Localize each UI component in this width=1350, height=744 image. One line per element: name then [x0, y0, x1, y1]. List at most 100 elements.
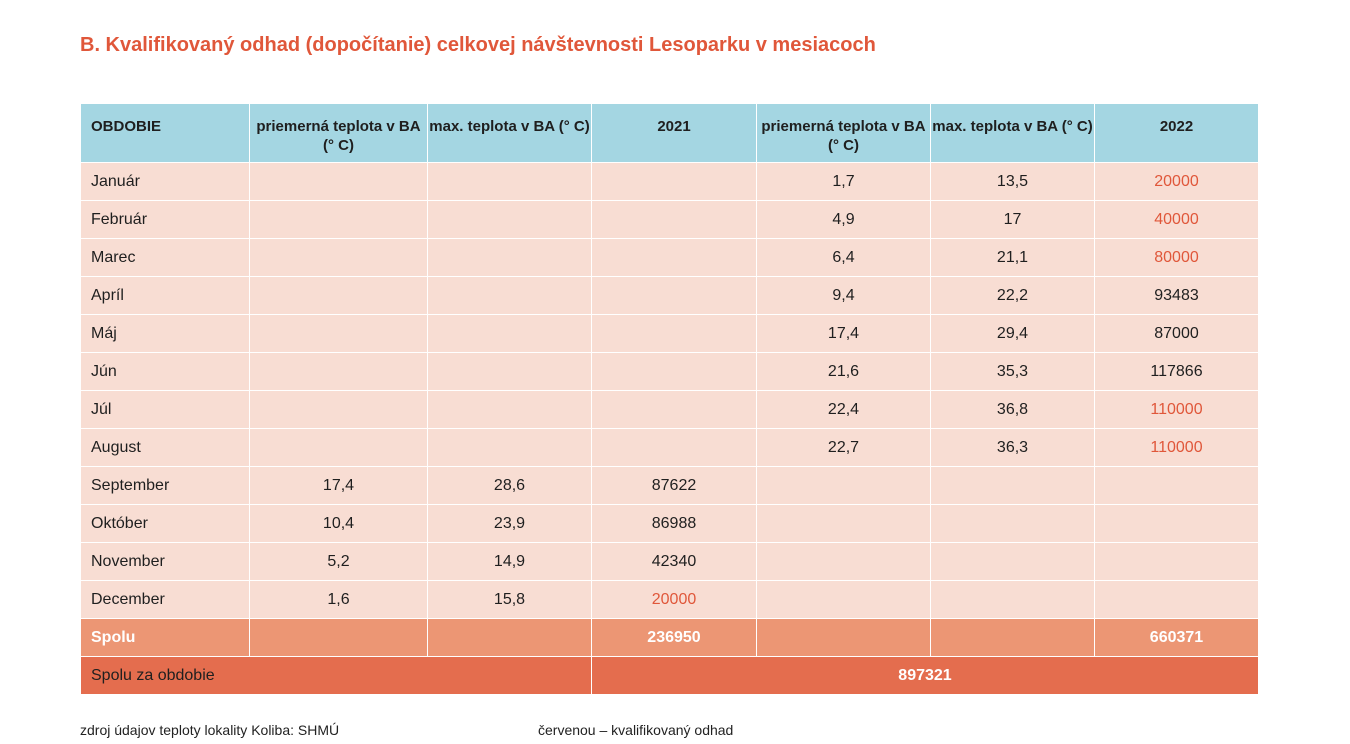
month-cell: September [80, 466, 250, 505]
month-cell: August [80, 428, 250, 467]
visitors-2022-cell: 87000 [1094, 314, 1259, 353]
month-cell: November [80, 542, 250, 581]
avg-temp-2022-cell: 9,4 [756, 276, 931, 315]
table-row: Október 10,4 23,9 86988 [80, 504, 1259, 543]
header-max-temp-2022: max. teplota v BA (° C) [930, 103, 1095, 163]
max-temp-2022-cell: 21,1 [930, 238, 1095, 277]
max-temp-2022-cell: 17 [930, 200, 1095, 239]
period-total-label: Spolu za obdobie [80, 656, 592, 695]
total-2021-value: 236950 [591, 618, 757, 657]
max-temp-2022-cell [930, 466, 1095, 505]
avg-temp-2021-cell [249, 352, 428, 391]
total-label: Spolu [80, 618, 250, 657]
visitors-2021-cell [591, 428, 757, 467]
visitors-2022-cell [1094, 542, 1259, 581]
max-temp-2022-cell: 36,3 [930, 428, 1095, 467]
max-temp-2021-cell [427, 200, 592, 239]
avg-temp-2022-cell [756, 542, 931, 581]
total-empty-cell [427, 618, 592, 657]
avg-temp-2021-cell: 10,4 [249, 504, 428, 543]
table-row: Máj 17,4 29,4 87000 [80, 314, 1259, 353]
visitors-2022-cell: 110000 [1094, 390, 1259, 429]
table-row: Január 1,7 13,5 20000 [80, 162, 1259, 201]
total-2022-value: 660371 [1094, 618, 1259, 657]
max-temp-2021-cell: 23,9 [427, 504, 592, 543]
visitors-2022-cell: 117866 [1094, 352, 1259, 391]
header-max-temp-2021: max. teplota v BA (° C) [427, 103, 592, 163]
avg-temp-2022-cell [756, 466, 931, 505]
period-total-row: Spolu za obdobie 897321 [80, 656, 1259, 695]
total-empty-cell [249, 618, 428, 657]
month-cell: Júl [80, 390, 250, 429]
month-cell: Január [80, 162, 250, 201]
month-cell: Máj [80, 314, 250, 353]
max-temp-2021-cell [427, 428, 592, 467]
avg-temp-2022-cell: 22,4 [756, 390, 931, 429]
table-row: August 22,7 36,3 110000 [80, 428, 1259, 467]
page-title: B. Kvalifikovaný odhad (dopočítanie) cel… [80, 34, 876, 56]
visitors-2021-cell [591, 390, 757, 429]
avg-temp-2021-cell [249, 238, 428, 277]
avg-temp-2021-cell [249, 200, 428, 239]
max-temp-2021-cell [427, 390, 592, 429]
max-temp-2022-cell: 13,5 [930, 162, 1095, 201]
max-temp-2022-cell [930, 504, 1095, 543]
visitors-2021-cell: 86988 [591, 504, 757, 543]
visitors-2021-cell [591, 200, 757, 239]
visitors-2021-cell [591, 238, 757, 277]
visitors-2022-cell [1094, 580, 1259, 619]
max-temp-2021-cell [427, 162, 592, 201]
month-cell: Jún [80, 352, 250, 391]
header-year-2021: 2021 [591, 103, 757, 163]
max-temp-2021-cell [427, 352, 592, 391]
visitors-2021-cell [591, 352, 757, 391]
max-temp-2022-cell: 35,3 [930, 352, 1095, 391]
max-temp-2022-cell [930, 542, 1095, 581]
max-temp-2022-cell: 22,2 [930, 276, 1095, 315]
total-row: Spolu 236950 660371 [80, 618, 1259, 657]
temperature-source-note: zdroj údajov teploty lokality Koliba: SH… [80, 722, 340, 738]
table-row: Jún 21,6 35,3 117866 [80, 352, 1259, 391]
month-cell: Február [80, 200, 250, 239]
avg-temp-2021-cell [249, 162, 428, 201]
max-temp-2021-cell: 28,6 [427, 466, 592, 505]
avg-temp-2022-cell: 4,9 [756, 200, 931, 239]
avg-temp-2022-cell: 17,4 [756, 314, 931, 353]
avg-temp-2022-cell [756, 504, 931, 543]
max-temp-2021-cell: 15,8 [427, 580, 592, 619]
max-temp-2021-cell [427, 238, 592, 277]
visitors-2021-cell [591, 162, 757, 201]
avg-temp-2021-cell [249, 314, 428, 353]
max-temp-2021-cell [427, 314, 592, 353]
avg-temp-2022-cell: 21,6 [756, 352, 931, 391]
max-temp-2022-cell: 29,4 [930, 314, 1095, 353]
avg-temp-2021-cell [249, 276, 428, 315]
table-row: November 5,2 14,9 42340 [80, 542, 1259, 581]
header-avg-temp-2021: priemerná teplota v BA (° C) [249, 103, 428, 163]
visitors-2022-cell: 40000 [1094, 200, 1259, 239]
avg-temp-2021-cell: 1,6 [249, 580, 428, 619]
visitors-2021-cell: 87622 [591, 466, 757, 505]
visitors-2022-cell: 93483 [1094, 276, 1259, 315]
avg-temp-2022-cell: 22,7 [756, 428, 931, 467]
visitors-2021-cell [591, 314, 757, 353]
table-row: Apríl 9,4 22,2 93483 [80, 276, 1259, 315]
visitors-2022-cell [1094, 504, 1259, 543]
visitors-2021-cell: 20000 [591, 580, 757, 619]
estimate-legend-note: červenou – kvalifikovaný odhad [538, 722, 734, 738]
header-row: OBDOBIE priemerná teplota v BA (° C) max… [80, 103, 1259, 163]
avg-temp-2022-cell: 6,4 [756, 238, 931, 277]
total-empty-cell [756, 618, 931, 657]
month-cell: Apríl [80, 276, 250, 315]
visitor-table: OBDOBIE priemerná teplota v BA (° C) max… [80, 103, 1259, 695]
visitors-2022-cell: 20000 [1094, 162, 1259, 201]
table-row: Júl 22,4 36,8 110000 [80, 390, 1259, 429]
period-total-value: 897321 [591, 656, 1259, 695]
table-row: Marec 6,4 21,1 80000 [80, 238, 1259, 277]
max-temp-2021-cell: 14,9 [427, 542, 592, 581]
avg-temp-2022-cell [756, 580, 931, 619]
header-year-2022: 2022 [1094, 103, 1259, 163]
visitors-2021-cell [591, 276, 757, 315]
avg-temp-2022-cell: 1,7 [756, 162, 931, 201]
visitors-2022-cell [1094, 466, 1259, 505]
